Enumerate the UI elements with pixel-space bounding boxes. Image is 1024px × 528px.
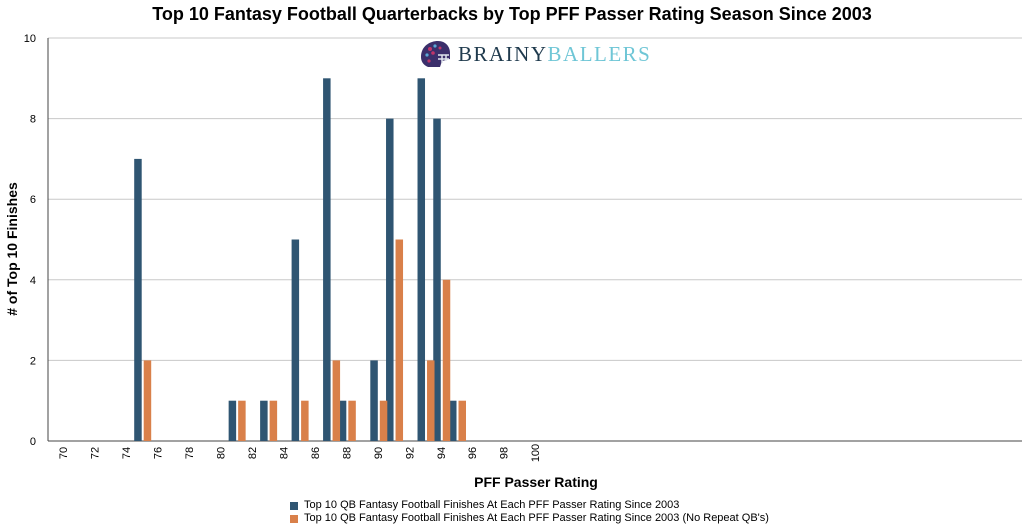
legend-swatch-no-repeat — [290, 514, 298, 523]
y-tick-label: 0 — [30, 436, 36, 448]
bar-all-93 — [417, 78, 426, 442]
legend-entry-all: Top 10 QB Fantasy Football Finishes At E… — [290, 499, 769, 512]
x-tick-label: 84 — [278, 447, 290, 459]
bar-no-repeat-83 — [269, 400, 278, 441]
legend-label-all: Top 10 QB Fantasy Football Finishes At E… — [304, 499, 680, 511]
bar-all-91 — [386, 118, 394, 441]
bar-all-75 — [134, 158, 142, 441]
bar-no-repeat-85 — [301, 400, 309, 441]
bar-no-repeat-88 — [348, 400, 356, 441]
x-tick-label: 100 — [530, 444, 542, 462]
bar-all-94 — [433, 118, 441, 441]
chart-title: Top 10 Fantasy Football Quarterbacks by … — [152, 4, 872, 24]
y-tick-label: 10 — [24, 33, 36, 45]
bar-all-85 — [291, 239, 300, 441]
legend-swatch-all — [290, 501, 298, 510]
x-tick-label: 96 — [467, 447, 479, 459]
x-tick-label: 94 — [436, 447, 448, 459]
bars — [134, 78, 466, 442]
bar-all-90 — [370, 360, 378, 441]
x-tick-label: 98 — [499, 447, 511, 459]
bar-all-81 — [228, 400, 237, 441]
logo-text-ballers: BALLERS — [547, 41, 652, 66]
bar-no-repeat-75 — [143, 360, 152, 441]
bar-all-87 — [323, 78, 331, 442]
x-tick-label: 74 — [121, 447, 133, 459]
bar-no-repeat-94 — [442, 279, 451, 441]
y-tick-label: 6 — [30, 194, 36, 206]
x-tick-label: 88 — [341, 447, 353, 459]
bar-all-88 — [338, 400, 347, 441]
y-axis-label-wrap: # of Top 10 Finishes — [2, 182, 22, 316]
logo-text-brainy: BRAINY — [458, 41, 548, 66]
x-tick-label: 76 — [152, 447, 164, 459]
x-axis-label: PFF Passer Rating — [474, 474, 598, 490]
legend: Top 10 QB Fantasy Football Finishes At E… — [290, 499, 769, 525]
y-axis-label: # of Top 10 Finishes — [4, 182, 20, 316]
football-helmet-icon — [421, 41, 450, 67]
bar-no-repeat-95 — [458, 400, 466, 441]
x-tick-label: 78 — [184, 447, 196, 459]
y-tick-label: 8 — [30, 114, 36, 126]
legend-entry-no-repeat: Top 10 QB Fantasy Football Finishes At E… — [290, 512, 769, 525]
x-tick-label: 70 — [58, 447, 70, 459]
y-tick-label: 2 — [30, 355, 36, 367]
bar-no-repeat-87 — [332, 360, 341, 441]
x-tick-label: 92 — [404, 447, 416, 459]
bar-all-95 — [449, 400, 457, 441]
bar-no-repeat-81 — [238, 400, 246, 441]
bar-no-repeat-90 — [379, 400, 388, 441]
bar-all-83 — [260, 400, 268, 441]
x-tick-label: 86 — [310, 447, 322, 459]
x-tick-label: 90 — [373, 447, 385, 459]
brand-logo: BRAINY BALLERS — [418, 38, 651, 70]
legend-label-no-repeat: Top 10 QB Fantasy Football Finishes At E… — [304, 512, 769, 524]
bar-no-repeat-93 — [427, 360, 435, 441]
y-tick-label: 4 — [30, 275, 36, 287]
x-tick-label: 72 — [89, 447, 101, 459]
x-tick-label: 82 — [247, 447, 259, 459]
bar-no-repeat-91 — [395, 239, 404, 441]
gridlines — [47, 37, 1022, 442]
x-tick-label: 80 — [215, 447, 227, 459]
tick-labels: 0 2 4 6 8 10 70 72 74 76 78 80 82 84 86 88 90 92 94 96 98 100 — [24, 33, 542, 462]
